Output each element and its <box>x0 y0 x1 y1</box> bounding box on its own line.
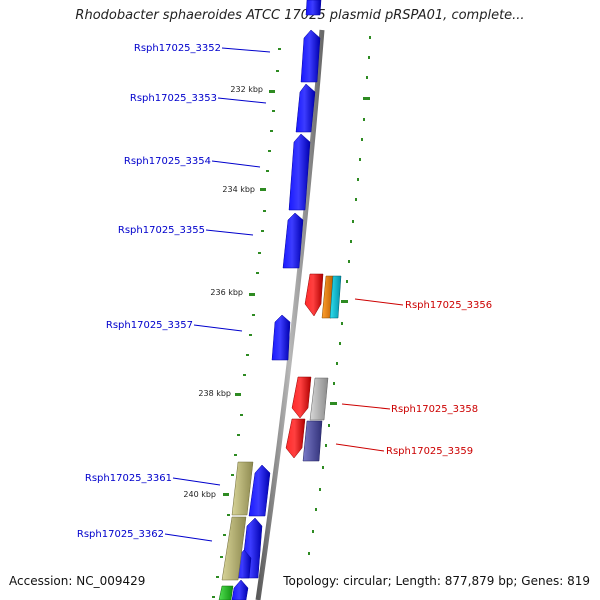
accession-label: Accession: <box>9 574 73 588</box>
minus-strand-genes <box>285 273 342 462</box>
accession-value: NC_009429 <box>76 574 146 588</box>
topology-value: circular <box>343 574 388 588</box>
sequence-backbone <box>255 29 325 600</box>
gene-arrow-rsph17025-3356-cyan[interactable] <box>329 275 342 319</box>
gene-label-rsph17025-3357[interactable]: Rsph17025_3357 <box>106 320 193 331</box>
length-value: 877,879 bp <box>444 574 514 588</box>
gene-label-rsph17025-3352[interactable]: Rsph17025_3352 <box>134 43 221 54</box>
genes-label: Genes: <box>521 574 564 588</box>
gene-arrow-rsph17025-3362[interactable] <box>221 516 247 581</box>
sequence-summary: Topology: circular; Length: 877,879 bp; … <box>283 574 590 588</box>
gene-arrow-rsph17025-3361-partner[interactable] <box>248 464 271 517</box>
label-leader-lines <box>164 47 404 542</box>
gene-arrow-rsph17025-3354[interactable] <box>288 133 311 211</box>
gene-label-rsph17025-3356[interactable]: Rsph17025_3356 <box>405 300 492 311</box>
scale-label-240kbp: 240 kbp <box>183 490 216 499</box>
gene-arrow-rsph17025-3359[interactable] <box>285 418 306 459</box>
outer-tick-ring <box>308 36 371 555</box>
length-label: Length: <box>395 574 441 588</box>
inner-tick-ring <box>212 48 281 598</box>
gene-label-rsph17025-3354[interactable]: Rsph17025_3354 <box>124 156 211 167</box>
gene-arrow-rsph17025-3352[interactable] <box>300 29 321 83</box>
gene-label-rsph17025-3361[interactable]: Rsph17025_3361 <box>85 473 172 484</box>
gene-arrow-bottom-2[interactable] <box>231 579 249 600</box>
gene-label-rsph17025-3358[interactable]: Rsph17025_3358 <box>391 404 478 415</box>
gene-arrow-rsph17025-3356[interactable] <box>304 273 324 317</box>
scale-label-238kbp: 238 kbp <box>198 389 231 398</box>
gene-arrow-rsph17025-3359-slate[interactable] <box>302 420 323 462</box>
gene-arrow-rsph17025-3355[interactable] <box>282 212 304 269</box>
plus-strand-genes <box>231 0 322 600</box>
accession-info: Accession: NC_009429 <box>9 574 145 588</box>
gene-label-rsph17025-3355[interactable]: Rsph17025_3355 <box>118 225 205 236</box>
gene-arrow-green[interactable] <box>218 585 234 600</box>
topology-label: Topology: <box>283 574 340 588</box>
inner-features <box>218 461 254 600</box>
gene-arrow-top-partial[interactable] <box>305 0 322 16</box>
gene-label-rsph17025-3353[interactable]: Rsph17025_3353 <box>130 93 217 104</box>
gene-arrow-rsph17025-3357[interactable] <box>271 314 291 361</box>
gene-label-rsph17025-3359[interactable]: Rsph17025_3359 <box>386 446 473 457</box>
gene-arrow-rsph17025-3358-gray[interactable] <box>309 377 329 421</box>
gene-label-rsph17025-3362[interactable]: Rsph17025_3362 <box>77 529 164 540</box>
gene-arrow-rsph17025-3353[interactable] <box>295 83 316 133</box>
genes-value: 819 <box>567 574 590 588</box>
gene-arrow-rsph17025-3361[interactable] <box>231 461 254 516</box>
scale-label-234kbp: 234 kbp <box>222 185 255 194</box>
gene-arrow-rsph17025-3358[interactable] <box>291 376 312 419</box>
scale-label-236kbp: 236 kbp <box>210 288 243 297</box>
scale-label-232kbp: 232 kbp <box>230 85 263 94</box>
map-title: Rhodobacter sphaeroides ATCC 17025 plasm… <box>75 8 525 23</box>
